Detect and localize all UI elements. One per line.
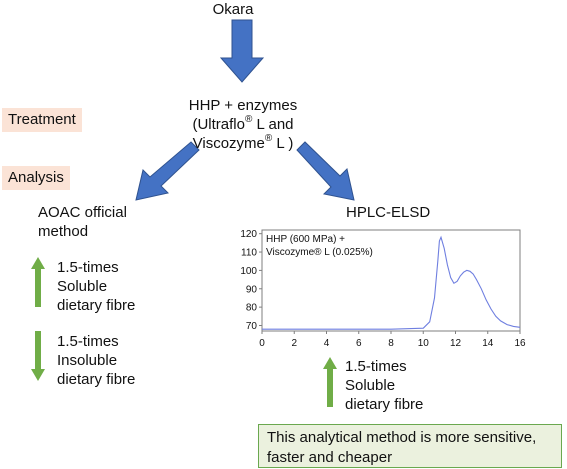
- hplc-title: HPLC-ELSD: [346, 204, 431, 221]
- aoac-title: AOAC official method: [38, 204, 127, 240]
- conclusion-line-1: This analytical method is more sensitive…: [267, 429, 537, 446]
- right-diagonal-arrow-icon: [296, 141, 355, 201]
- x-tick-label: 2: [291, 338, 297, 349]
- conclusion-line-2: faster and cheaper: [267, 449, 393, 466]
- treatment-line-3: Viscozyme® L ): [192, 133, 294, 153]
- y-axis: 70 80 90 100 110 120: [240, 229, 262, 332]
- y-tick-label: 100: [240, 266, 257, 277]
- x-tick-label: 4: [324, 338, 330, 349]
- y-tick-label: 80: [246, 303, 258, 314]
- conclusion-callout: This analytical method is more sensitive…: [258, 424, 562, 468]
- treatment-line-2: (Ultraflo® L and: [192, 114, 294, 134]
- y-tick-label: 70: [246, 321, 258, 332]
- green-up-arrow-icon: [31, 257, 45, 307]
- chart-legend-line-1: HHP (600 MPa) +: [266, 234, 345, 245]
- x-tick-label: 14: [482, 338, 494, 349]
- x-tick-label: 12: [450, 338, 462, 349]
- y-tick-label: 110: [241, 248, 257, 259]
- green-up-arrow-icon: [323, 357, 337, 407]
- chromatogram-trace: [262, 235, 521, 330]
- treatment-tag: Treatment: [2, 108, 82, 132]
- y-tick-label: 120: [240, 229, 257, 240]
- x-axis: 0 2 4 6 8 10 12 14 16: [259, 331, 526, 349]
- x-tick-label: 6: [356, 338, 362, 349]
- hplc-soluble-result: 1.5-times Soluble dietary fibre: [345, 358, 424, 413]
- down-arrow-icon: [219, 19, 265, 83]
- green-down-arrow-icon: [31, 331, 45, 381]
- aoac-soluble-result: 1.5-times Soluble dietary fibre: [57, 259, 136, 314]
- analysis-tag: Analysis: [2, 166, 70, 190]
- x-tick-label: 10: [418, 338, 430, 349]
- x-tick-label: 0: [259, 338, 265, 349]
- chromatogram-chart: 70 80 90 100 110 120 0 2 4 6 8 10 12 14 16 HHP (600 M…: [240, 229, 526, 349]
- left-diagonal-arrow-icon: [135, 141, 200, 201]
- treatment-line-1: HHP + enzymes: [188, 97, 298, 114]
- x-tick-label: 8: [388, 338, 394, 349]
- treatment-text: HHP + enzymes (Ultraflo® L and Viscozyme…: [168, 96, 318, 153]
- chart-legend-line-2: Viscozyme® L (0.025%): [266, 247, 373, 258]
- aoac-insoluble-result: 1.5-times Insoluble dietary fibre: [57, 333, 136, 388]
- okara-node: Okara: [212, 1, 254, 18]
- y-tick-label: 90: [246, 284, 258, 295]
- x-tick-label: 16: [514, 338, 526, 349]
- plot-frame: [261, 229, 521, 332]
